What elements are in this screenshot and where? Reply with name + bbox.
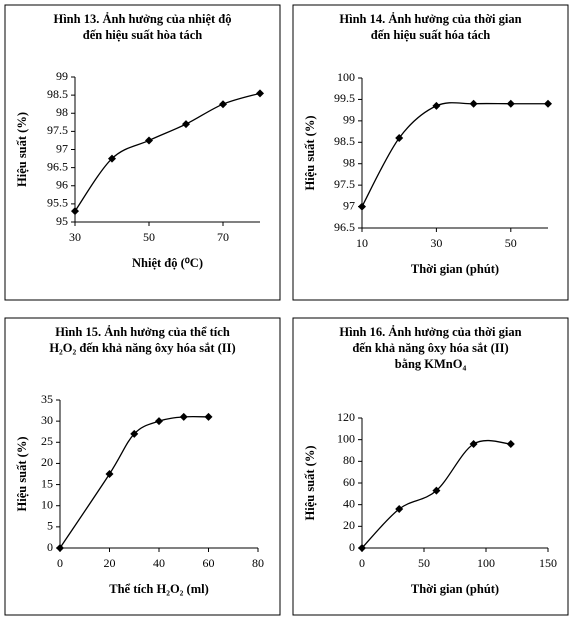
data-line [74, 92, 261, 212]
y-tick-label: 5 [47, 519, 53, 533]
chart-panel: Hình 16. Ảnh hưởng của thời gian đến khả … [292, 317, 569, 616]
x-tick-label: 70 [217, 230, 229, 244]
y-tick-label: 98.5 [334, 134, 355, 148]
x-axis-label: Thể tích H₂O₂ (ml) [109, 582, 209, 596]
y-axis-label: Hiệu suất (%) [303, 116, 317, 191]
y-tick-label: 97 [56, 141, 68, 155]
y-tick-label: 100 [337, 70, 355, 84]
chart-title: Hình 15. Ảnh hưởng của thể tích [55, 325, 230, 339]
x-tick-label: 100 [477, 556, 495, 570]
y-tick-label: 97.5 [47, 123, 68, 137]
y-axis-label: Hiệu suất (%) [15, 437, 29, 512]
y-tick-label: 95 [56, 214, 68, 228]
y-tick-label: 30 [41, 413, 53, 427]
y-tick-label: 99 [343, 113, 355, 127]
y-tick-label: 98 [343, 155, 355, 169]
y-tick-label: 99.5 [334, 91, 355, 105]
y-axis-label: Hiệu suất (%) [303, 446, 317, 521]
x-tick-label: 80 [252, 556, 264, 570]
panel-frame [292, 4, 569, 301]
y-tick-label: 97 [343, 198, 355, 212]
y-axis-label: Hiệu suất (%) [15, 112, 29, 187]
data-point [155, 417, 163, 426]
y-tick-label: 96 [56, 178, 68, 192]
chart-panel: Hình 14. Ảnh hưởng của thời gian đến hiệu… [292, 4, 569, 301]
y-tick-label: 15 [41, 476, 53, 490]
y-tick-label: 20 [41, 455, 53, 469]
panel-frame [292, 317, 569, 616]
data-point [395, 505, 404, 513]
chart-title: Hình 14. Ảnh hưởng của thời gian [339, 12, 521, 26]
x-tick-label: 30 [430, 236, 442, 250]
data-point [506, 99, 515, 108]
data-point [56, 544, 64, 552]
data-point [469, 99, 478, 108]
y-tick-label: 0 [47, 540, 53, 554]
data-point [219, 100, 227, 109]
x-tick-label: 30 [69, 230, 81, 244]
x-tick-label: 40 [153, 556, 165, 570]
x-tick-label: 10 [356, 236, 368, 250]
y-tick-label: 35 [41, 392, 53, 406]
chart-title: H₂O₂ đến khả năng ôxy hóa sắt (II) [49, 341, 235, 355]
data-point [432, 486, 441, 495]
data-point [395, 134, 404, 142]
chart-panel: Hình 15. Ảnh hưởng của thể tích H₂O₂ đến … [4, 317, 281, 616]
y-tick-label: 95.5 [47, 196, 68, 210]
panel-frame [4, 4, 281, 301]
y-tick-label: 98 [56, 105, 68, 119]
data-point [204, 412, 213, 421]
data-point [432, 101, 441, 110]
x-tick-label: 50 [505, 236, 517, 250]
data-point [108, 154, 116, 163]
data-point [506, 440, 515, 448]
data-point [358, 544, 366, 552]
y-tick-label: 60 [343, 475, 355, 489]
data-point [145, 136, 153, 145]
y-tick-label: 40 [343, 496, 355, 510]
chart-title: đến khả năng ôxy hóa sắt (II) [352, 341, 508, 355]
y-tick-label: 10 [41, 497, 53, 511]
chart-title: đến hiệu suất hòa tách [83, 28, 203, 42]
data-point [469, 440, 478, 448]
y-tick-label: 0 [349, 540, 355, 554]
x-tick-label: 0 [57, 556, 63, 570]
chart-title: đến hiệu suất hóa tách [371, 28, 491, 42]
x-tick-label: 50 [143, 230, 155, 244]
y-tick-label: 98.5 [47, 87, 68, 101]
x-axis-label: Nhiệt độ (⁰C) [132, 256, 203, 270]
x-axis-label: Thời gian (phút) [411, 582, 499, 596]
panel-frame [4, 317, 281, 616]
y-tick-label: 120 [337, 410, 355, 424]
data-point [71, 207, 79, 216]
data-point [358, 202, 366, 211]
y-tick-label: 97.5 [334, 177, 355, 191]
y-tick-label: 80 [343, 453, 355, 467]
x-tick-label: 60 [203, 556, 215, 570]
data-point [179, 412, 188, 421]
y-tick-label: 25 [41, 434, 53, 448]
x-tick-label: 0 [359, 556, 365, 570]
data-point [182, 120, 190, 129]
data-point [544, 99, 552, 108]
x-tick-label: 50 [418, 556, 430, 570]
data-point [256, 89, 264, 98]
y-tick-label: 96.5 [334, 220, 355, 234]
y-tick-label: 20 [343, 518, 355, 532]
data-point [130, 429, 139, 438]
y-tick-label: 96.5 [47, 159, 68, 173]
y-tick-label: 99 [56, 69, 68, 83]
chart-title: Hình 13. Ảnh hưởng của nhiệt độ [53, 12, 231, 26]
y-tick-label: 100 [337, 431, 355, 445]
data-line [361, 102, 548, 207]
chart-panel: Hình 13. Ảnh hưởng của nhiệt độ đến hiệu … [4, 4, 281, 301]
data-point [105, 470, 114, 478]
chart-title: bằng KMnO₄ [395, 357, 467, 371]
x-axis-label: Thời gian (phút) [411, 262, 499, 276]
chart-title: Hình 16. Ảnh hưởng của thời gian [339, 325, 521, 339]
x-tick-label: 20 [104, 556, 116, 570]
x-tick-label: 150 [539, 556, 557, 570]
